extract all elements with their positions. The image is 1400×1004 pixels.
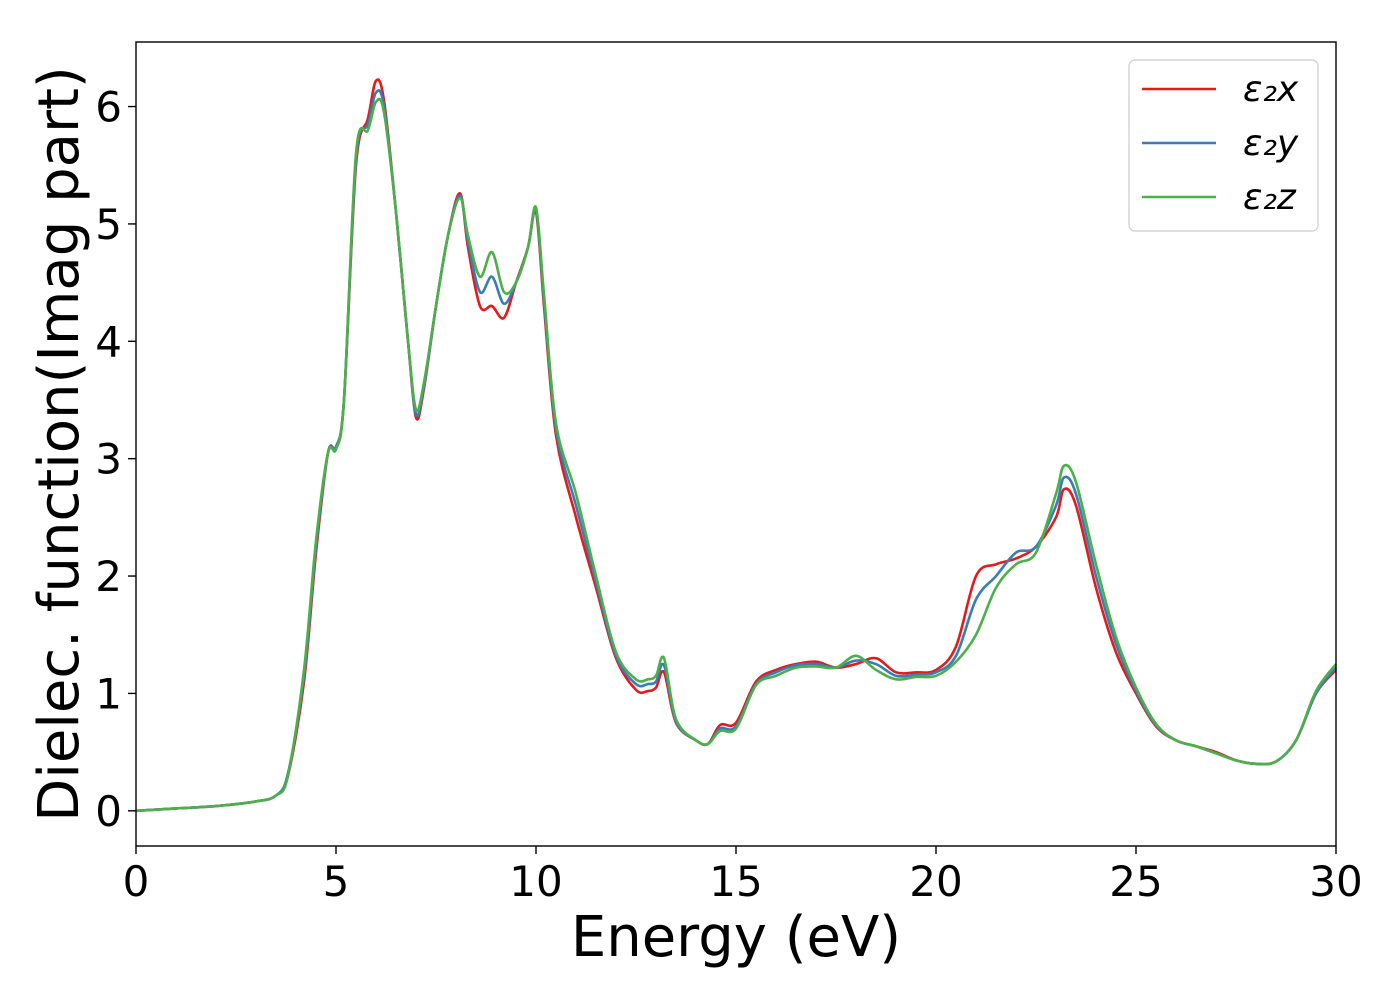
y-tick-label: 5 — [95, 200, 122, 249]
y-axis-title: Dielec. function(Imag part) — [27, 66, 92, 822]
y-tick-label: 2 — [95, 552, 122, 601]
x-tick-label: 20 — [909, 857, 962, 906]
y-axis: 0 1 2 3 4 5 6 — [95, 83, 136, 836]
y-tick-label: 6 — [95, 83, 122, 132]
series-line-2 — [135, 97, 1338, 813]
x-tick-label: 0 — [123, 857, 150, 906]
y-tick-label: 4 — [95, 317, 122, 366]
x-axis-title: Energy (eV) — [571, 905, 901, 970]
legend-label-0: ε₂x — [1243, 69, 1299, 110]
y-tick-label: 3 — [95, 435, 122, 484]
y-tick-label: 1 — [95, 669, 122, 718]
legend-label-1: ε₂y — [1243, 123, 1299, 164]
x-tick-label: 30 — [1309, 857, 1362, 906]
x-tick-label: 5 — [323, 857, 350, 906]
y-tick-label: 0 — [95, 787, 122, 836]
legend: ε₂x ε₂y ε₂z — [1128, 59, 1319, 232]
x-tick-label: 25 — [1109, 857, 1162, 906]
x-tick-label: 15 — [709, 857, 762, 906]
legend-box — [1128, 59, 1319, 232]
series-layer — [135, 78, 1338, 813]
legend-label-2: ε₂z — [1243, 177, 1297, 218]
x-tick-label: 10 — [509, 857, 562, 906]
x-axis: 0 5 10 15 20 25 30 — [123, 846, 1363, 906]
